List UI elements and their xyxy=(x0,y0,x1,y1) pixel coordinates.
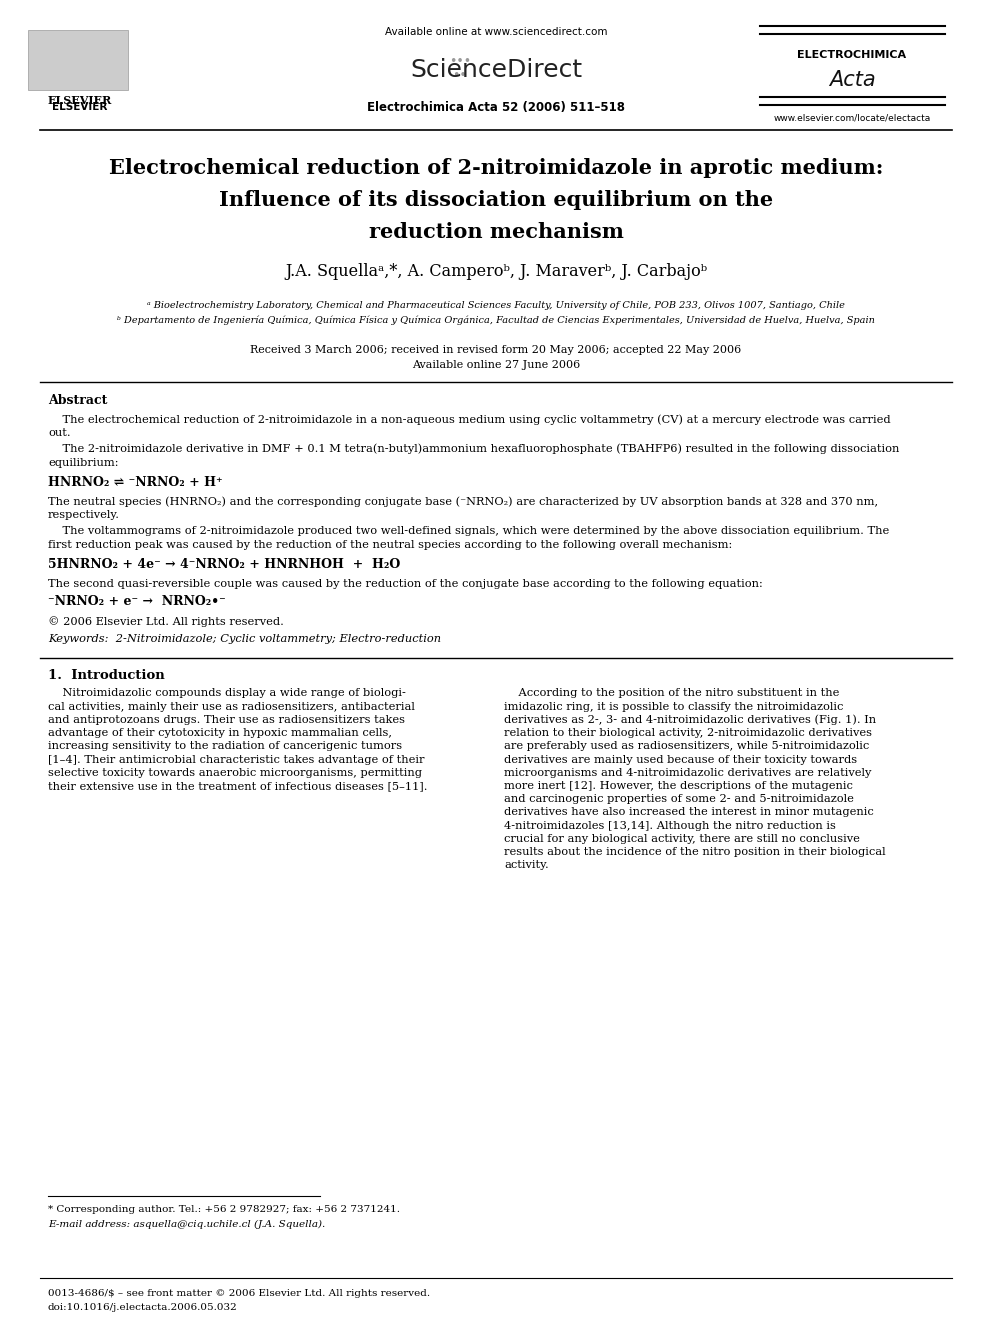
Text: relation to their biological activity, 2-nitroimidazolic derivatives: relation to their biological activity, 2… xyxy=(504,728,872,738)
Text: According to the position of the nitro substituent in the: According to the position of the nitro s… xyxy=(504,688,839,699)
Text: The voltammograms of 2-nitroimidazole produced two well-defined signals, which w: The voltammograms of 2-nitroimidazole pr… xyxy=(48,527,889,536)
Text: microorganisms and 4-nitroimidazolic derivatives are relatively: microorganisms and 4-nitroimidazolic der… xyxy=(504,767,871,778)
Text: ᵇ Departamento de Ingeniería Química, Química Física y Química Orgánica, Faculta: ᵇ Departamento de Ingeniería Química, Qu… xyxy=(117,315,875,324)
Text: © 2006 Elsevier Ltd. All rights reserved.: © 2006 Elsevier Ltd. All rights reserved… xyxy=(48,617,284,627)
Text: and carcinogenic properties of some 2- and 5-nitroimidazole: and carcinogenic properties of some 2- a… xyxy=(504,794,854,804)
Text: activity.: activity. xyxy=(504,860,549,871)
Text: •••: ••• xyxy=(449,56,471,69)
Text: equilibrium:: equilibrium: xyxy=(48,458,118,467)
Text: Available online at www.sciencedirect.com: Available online at www.sciencedirect.co… xyxy=(385,26,607,37)
Text: reduction mechanism: reduction mechanism xyxy=(369,222,623,242)
Text: Abstract: Abstract xyxy=(48,393,107,406)
Text: www.elsevier.com/locate/electacta: www.elsevier.com/locate/electacta xyxy=(774,114,930,123)
Text: 4-nitroimidazoles [13,14]. Although the nitro reduction is: 4-nitroimidazoles [13,14]. Although the … xyxy=(504,820,836,831)
Text: Electrochimica Acta 52 (2006) 511–518: Electrochimica Acta 52 (2006) 511–518 xyxy=(367,102,625,115)
Text: are preferably used as radiosensitizers, while 5-nitroimidazolic: are preferably used as radiosensitizers,… xyxy=(504,741,869,751)
Text: Nitroimidazolic compounds display a wide range of biologi-: Nitroimidazolic compounds display a wide… xyxy=(48,688,406,699)
Text: ᵃ Bioelectrochemistry Laboratory, Chemical and Pharmaceutical Sciences Faculty, : ᵃ Bioelectrochemistry Laboratory, Chemic… xyxy=(147,300,845,310)
Text: more inert [12]. However, the descriptions of the mutagenic: more inert [12]. However, the descriptio… xyxy=(504,781,853,791)
Text: doi:10.1016/j.electacta.2006.05.032: doi:10.1016/j.electacta.2006.05.032 xyxy=(48,1303,238,1312)
Text: ELSEVIER: ELSEVIER xyxy=(48,94,112,106)
Text: Keywords:  2-Nitroimidazole; Cyclic voltammetry; Electro-reduction: Keywords: 2-Nitroimidazole; Cyclic volta… xyxy=(48,635,441,644)
Text: their extensive use in the treatment of infectious diseases [5–11].: their extensive use in the treatment of … xyxy=(48,781,428,791)
Text: Available online 27 June 2006: Available online 27 June 2006 xyxy=(412,360,580,370)
Text: E-mail address: asquella@ciq.uchile.cl (J.A. Squella).: E-mail address: asquella@ciq.uchile.cl (… xyxy=(48,1220,325,1229)
Text: Electrochemical reduction of 2-nitroimidazole in aprotic medium:: Electrochemical reduction of 2-nitroimid… xyxy=(109,157,883,179)
Text: The neutral species (HNRNO₂) and the corresponding conjugate base (⁻NRNO₂) are c: The neutral species (HNRNO₂) and the cor… xyxy=(48,496,878,507)
Text: imidazolic ring, it is possible to classify the nitroimidazolic: imidazolic ring, it is possible to class… xyxy=(504,701,843,712)
Text: HNRNO₂ ⇌ ⁻NRNO₂ + H⁺: HNRNO₂ ⇌ ⁻NRNO₂ + H⁺ xyxy=(48,475,222,488)
Text: crucial for any biological activity, there are still no conclusive: crucial for any biological activity, the… xyxy=(504,833,860,844)
Text: selective toxicity towards anaerobic microorganisms, permitting: selective toxicity towards anaerobic mic… xyxy=(48,767,422,778)
Text: Received 3 March 2006; received in revised form 20 May 2006; accepted 22 May 200: Received 3 March 2006; received in revis… xyxy=(250,345,742,355)
Text: The second quasi-reversible couple was caused by the reduction of the conjugate : The second quasi-reversible couple was c… xyxy=(48,579,763,589)
FancyBboxPatch shape xyxy=(28,30,128,90)
Text: ELSEVIER: ELSEVIER xyxy=(53,102,108,112)
Text: derivatives are mainly used because of their toxicity towards: derivatives are mainly used because of t… xyxy=(504,754,857,765)
Text: first reduction peak was caused by the reduction of the neutral species accordin: first reduction peak was caused by the r… xyxy=(48,540,732,549)
Text: Influence of its dissociation equilibrium on the: Influence of its dissociation equilibriu… xyxy=(219,191,773,210)
Text: ScienceDirect: ScienceDirect xyxy=(410,58,582,82)
Text: 1.  Introduction: 1. Introduction xyxy=(48,669,165,681)
Text: 0013-4686/$ – see front matter © 2006 Elsevier Ltd. All rights reserved.: 0013-4686/$ – see front matter © 2006 El… xyxy=(48,1289,431,1298)
Text: cal activities, mainly their use as radiosensitizers, antibacterial: cal activities, mainly their use as radi… xyxy=(48,701,415,712)
Text: respectively.: respectively. xyxy=(48,511,120,520)
Text: and antiprotozoans drugs. Their use as radiosensitizers takes: and antiprotozoans drugs. Their use as r… xyxy=(48,714,405,725)
Text: J.A. Squellaᵃ,*, A. Camperoᵇ, J. Maraverᵇ, J. Carbajoᵇ: J.A. Squellaᵃ,*, A. Camperoᵇ, J. Maraver… xyxy=(285,263,707,280)
Text: 5HNRNO₂ + 4e⁻ → 4⁻NRNO₂ + HNRNHOH  +  H₂O: 5HNRNO₂ + 4e⁻ → 4⁻NRNO₂ + HNRNHOH + H₂O xyxy=(48,557,400,570)
Text: advantage of their cytotoxicity in hypoxic mammalian cells,: advantage of their cytotoxicity in hypox… xyxy=(48,728,392,738)
Text: increasing sensitivity to the radiation of cancerigenic tumors: increasing sensitivity to the radiation … xyxy=(48,741,402,751)
Text: ••: •• xyxy=(452,69,467,82)
Text: results about the incidence of the nitro position in their biological: results about the incidence of the nitro… xyxy=(504,847,886,857)
Text: out.: out. xyxy=(48,429,70,438)
Text: The 2-nitroimidazole derivative in DMF + 0.1 M tetra(n-butyl)ammonium hexafluoro: The 2-nitroimidazole derivative in DMF +… xyxy=(48,443,900,454)
Text: The electrochemical reduction of 2-nitroimidazole in a non-aqueous medium using : The electrochemical reduction of 2-nitro… xyxy=(48,414,891,425)
Text: derivatives have also increased the interest in minor mutagenic: derivatives have also increased the inte… xyxy=(504,807,874,818)
Text: * Corresponding author. Tel.: +56 2 9782927; fax: +56 2 7371241.: * Corresponding author. Tel.: +56 2 9782… xyxy=(48,1205,400,1215)
Text: ELECTROCHIMICA: ELECTROCHIMICA xyxy=(798,50,907,60)
Text: Acta: Acta xyxy=(828,70,875,90)
Text: derivatives as 2-, 3- and 4-nitroimidazolic derivatives (Fig. 1). In: derivatives as 2-, 3- and 4-nitroimidazo… xyxy=(504,714,876,725)
Text: ⁻NRNO₂ + e⁻ →  NRNO₂•⁻: ⁻NRNO₂ + e⁻ → NRNO₂•⁻ xyxy=(48,595,226,609)
Text: [1–4]. Their antimicrobial characteristic takes advantage of their: [1–4]. Their antimicrobial characteristi… xyxy=(48,754,425,765)
